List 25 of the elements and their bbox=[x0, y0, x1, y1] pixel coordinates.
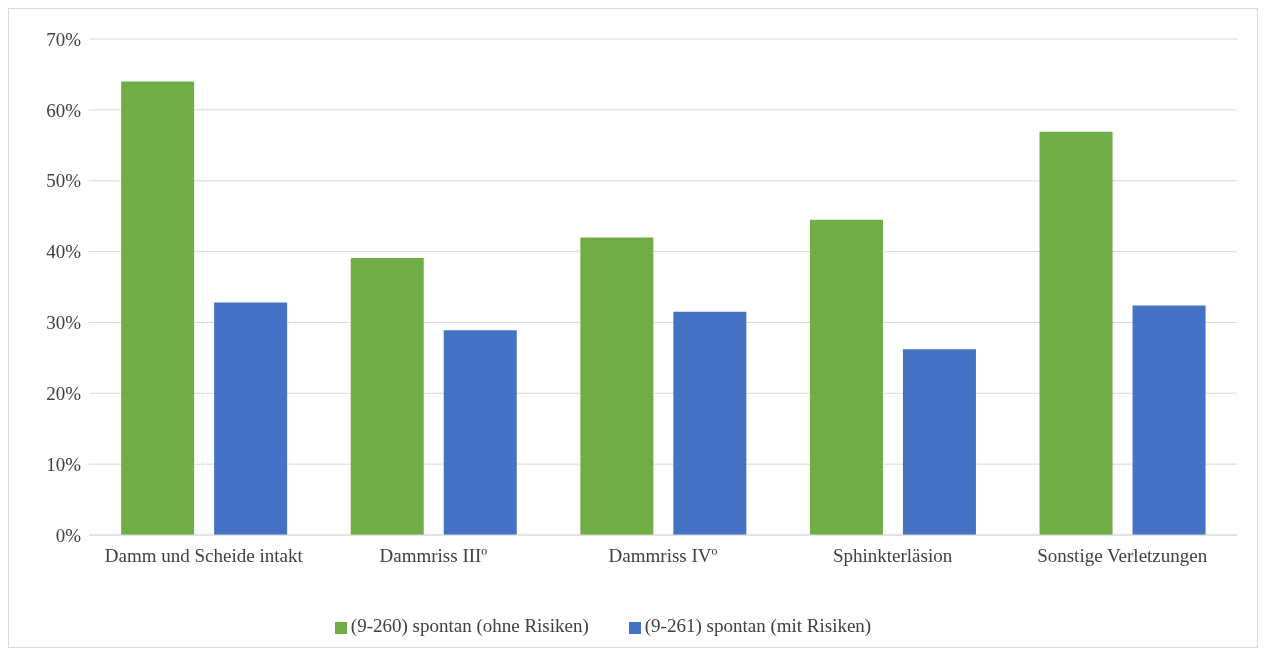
y-tick-label: 70% bbox=[46, 28, 82, 50]
y-tick-label: 60% bbox=[46, 99, 82, 121]
x-tick-label: Sonstige Verletzungen bbox=[1037, 545, 1208, 567]
x-tick-label: Damm und Scheide intakt bbox=[104, 545, 304, 567]
x-tick-label: Dammriss IVº bbox=[608, 545, 718, 567]
bar bbox=[443, 330, 517, 535]
bar bbox=[1132, 305, 1206, 535]
bar bbox=[350, 257, 424, 535]
y-tick-label: 20% bbox=[46, 383, 82, 405]
legend-label: (9-261) spontan (mit Risiken) bbox=[644, 615, 872, 636]
bar bbox=[580, 237, 654, 535]
y-tick-label: 10% bbox=[46, 453, 82, 475]
bar bbox=[1039, 131, 1113, 535]
y-tick-label: 40% bbox=[46, 241, 82, 263]
x-tick-label: Dammriss IIIº bbox=[379, 545, 488, 567]
bar bbox=[214, 302, 288, 535]
y-tick-label: 0% bbox=[55, 524, 82, 546]
y-tick-label: 50% bbox=[46, 170, 82, 192]
legend-label: (9-260) spontan (ohne Risiken) bbox=[350, 615, 589, 636]
bar bbox=[809, 219, 883, 535]
y-tick-label: 30% bbox=[46, 312, 82, 334]
bar bbox=[673, 311, 747, 535]
bar bbox=[121, 81, 195, 535]
x-tick-label: Sphinkterläsion bbox=[832, 545, 953, 567]
bar bbox=[902, 349, 976, 535]
